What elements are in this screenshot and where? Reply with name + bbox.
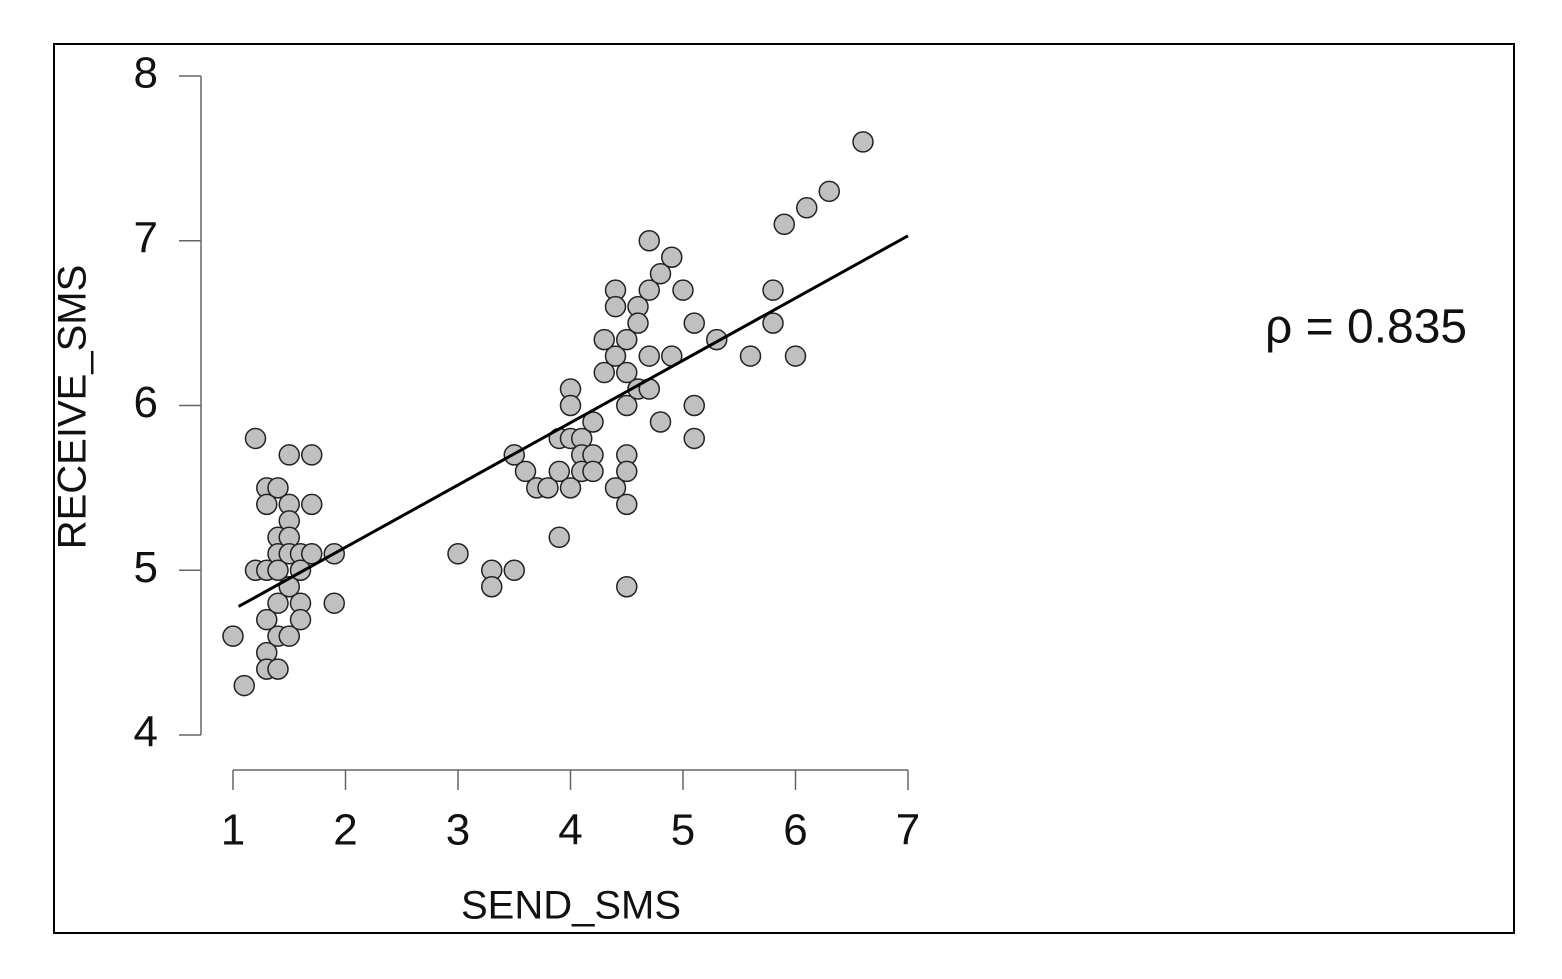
point — [616, 575, 638, 598]
point — [267, 658, 289, 680]
point — [301, 444, 323, 466]
x-tick-label: 7 — [896, 806, 920, 855]
point — [661, 246, 683, 268]
y-tick-label: 4 — [134, 708, 158, 757]
x-tick-label: 3 — [446, 806, 470, 855]
point — [616, 493, 638, 516]
y-tick-label: 6 — [134, 378, 158, 427]
y-tick-label: 8 — [134, 49, 158, 98]
y-tick-label: 5 — [134, 543, 158, 592]
x-tick-label: 2 — [333, 806, 357, 855]
point — [638, 345, 660, 367]
point — [323, 592, 345, 614]
point — [616, 328, 638, 351]
point — [289, 608, 312, 631]
point — [278, 625, 300, 647]
point — [604, 477, 627, 499]
point — [447, 543, 469, 565]
point — [548, 460, 570, 483]
x-tick-label: 1 — [221, 806, 245, 855]
point — [222, 625, 244, 647]
point — [582, 411, 604, 433]
point — [739, 345, 762, 367]
trend-line — [237, 234, 909, 608]
point — [559, 394, 582, 417]
point — [267, 477, 289, 499]
point — [762, 279, 784, 301]
point — [796, 197, 818, 219]
point — [852, 131, 874, 153]
point — [267, 592, 289, 614]
point — [593, 361, 615, 384]
point — [301, 493, 323, 516]
point — [627, 312, 649, 334]
point — [582, 460, 604, 483]
y-axis-label: RECEIVE_SMS — [51, 265, 95, 550]
point — [683, 427, 705, 450]
point — [683, 312, 705, 334]
point — [278, 444, 300, 466]
annotation: ρ = 0.835 — [1265, 301, 1467, 354]
x-axis-label: SEND_SMS — [461, 884, 681, 928]
point — [481, 575, 503, 598]
point — [616, 460, 638, 483]
point — [256, 608, 278, 631]
point — [503, 559, 525, 581]
point — [244, 427, 267, 450]
point — [784, 345, 807, 367]
point — [616, 394, 638, 417]
point — [638, 230, 660, 252]
point — [267, 559, 289, 581]
x-tick-label: 5 — [671, 806, 695, 855]
point — [301, 543, 323, 565]
point — [683, 394, 705, 417]
point — [548, 526, 570, 549]
point — [559, 477, 582, 499]
x-tick-label: 4 — [558, 806, 582, 855]
point — [773, 213, 795, 236]
point — [672, 279, 694, 301]
point — [593, 328, 615, 351]
point — [256, 493, 278, 516]
point — [649, 411, 672, 433]
y-tick-label: 7 — [134, 213, 158, 262]
point — [233, 674, 255, 697]
frame — [53, 43, 1515, 934]
point — [818, 180, 840, 203]
point — [638, 279, 660, 301]
point — [514, 460, 537, 483]
point — [537, 477, 559, 499]
point — [604, 295, 627, 318]
x-tick-label: 6 — [783, 806, 807, 855]
point — [604, 345, 627, 367]
point — [616, 361, 638, 384]
point — [762, 312, 784, 334]
point — [649, 262, 672, 285]
